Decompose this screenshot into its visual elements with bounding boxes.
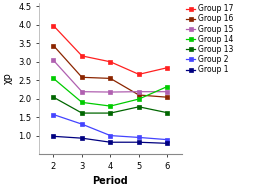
Group 1 xyxy=(80,137,84,139)
Group 17 xyxy=(166,67,169,69)
Group 17 xyxy=(137,73,140,75)
Group 16 xyxy=(80,76,84,78)
Group 13 xyxy=(137,106,140,108)
Group 13 xyxy=(166,112,169,114)
Group 15 xyxy=(166,91,169,93)
Group 1 xyxy=(166,142,169,144)
Group 2 xyxy=(109,134,112,137)
Group 13 xyxy=(80,112,84,114)
Group 14 xyxy=(80,101,84,104)
Group 17 xyxy=(109,61,112,63)
Group 16 xyxy=(52,44,55,47)
Group 15 xyxy=(137,91,140,93)
Group 15 xyxy=(52,59,55,61)
Group 17 xyxy=(52,25,55,27)
Group 1 xyxy=(52,135,55,137)
Group 1 xyxy=(109,141,112,143)
Group 2 xyxy=(52,113,55,116)
Y-axis label: χp: χp xyxy=(3,72,13,84)
Line: Group 14: Group 14 xyxy=(51,76,169,108)
Line: Group 13: Group 13 xyxy=(51,95,169,115)
Legend: Group 17, Group 16, Group 15, Group 14, Group 13, Group 2, Group 1: Group 17, Group 16, Group 15, Group 14, … xyxy=(185,4,234,75)
Group 15 xyxy=(80,91,84,93)
Group 13 xyxy=(109,112,112,114)
Group 2 xyxy=(166,139,169,141)
Group 14 xyxy=(52,77,55,80)
Line: Group 17: Group 17 xyxy=(51,24,169,76)
Group 14 xyxy=(109,105,112,107)
Group 16 xyxy=(137,94,140,96)
Line: Group 1: Group 1 xyxy=(51,134,169,145)
Group 2 xyxy=(80,123,84,125)
Group 14 xyxy=(137,98,140,100)
X-axis label: Period: Period xyxy=(93,176,128,186)
Group 16 xyxy=(166,96,169,98)
Line: Group 15: Group 15 xyxy=(51,58,169,94)
Line: Group 2: Group 2 xyxy=(51,112,169,142)
Group 2 xyxy=(137,136,140,139)
Group 13 xyxy=(52,96,55,98)
Group 14 xyxy=(166,85,169,88)
Group 15 xyxy=(109,91,112,93)
Group 1 xyxy=(137,141,140,143)
Group 16 xyxy=(109,77,112,80)
Group 17 xyxy=(80,55,84,57)
Line: Group 16: Group 16 xyxy=(51,43,169,99)
